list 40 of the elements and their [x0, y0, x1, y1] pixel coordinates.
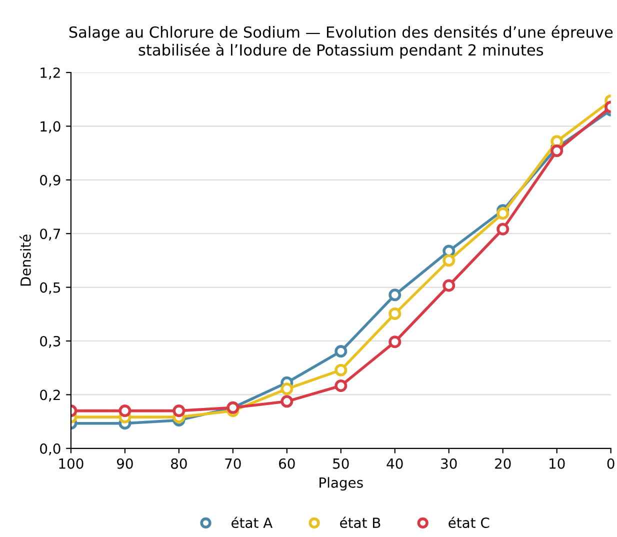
y-tick-label: 0,2	[40, 390, 60, 402]
y-tick-label: 0,0	[40, 443, 60, 456]
point	[388, 336, 402, 348]
y-tick-label: 1,0	[40, 121, 60, 134]
point	[334, 364, 348, 376]
point	[334, 379, 348, 392]
x-tick-label: 40	[386, 458, 403, 469]
x-tick-label: 20	[495, 458, 511, 469]
point	[442, 279, 456, 292]
y-axis-title: Densité	[20, 234, 31, 286]
x-tick-label: 80	[171, 458, 187, 469]
point	[550, 144, 564, 158]
point	[388, 307, 402, 320]
x-tick-label: 0	[607, 458, 614, 469]
point	[280, 382, 294, 396]
x-axis-title: Plages	[320, 477, 363, 491]
x-tick-label: 30	[441, 458, 457, 469]
legend-label: état C	[448, 516, 490, 528]
y-tick-label: 0,7	[40, 228, 60, 240]
point	[334, 345, 348, 358]
x-tick-label: 90	[116, 458, 133, 469]
y-tick-label: 0,9	[40, 174, 60, 187]
point	[496, 207, 510, 220]
x-tick-label: 50	[333, 458, 349, 469]
point	[496, 222, 510, 236]
point	[172, 404, 186, 418]
legend-label: état B	[340, 516, 380, 528]
point	[280, 395, 294, 408]
y-tick-label: 0,3	[40, 336, 60, 348]
y-tick-label: 1,2	[40, 67, 60, 80]
x-tick-label: 60	[279, 458, 295, 469]
legend-label: état A	[232, 516, 273, 528]
x-tick-label: 10	[550, 458, 565, 469]
point	[442, 254, 456, 267]
x-tick-label: 100	[59, 458, 84, 469]
x-tick-label: 70	[225, 458, 241, 469]
y-tick-label: 0,5	[40, 282, 60, 294]
point	[388, 288, 402, 302]
point	[118, 404, 132, 418]
chart-title: Salage au Chlorure de Sodium — Evolution des densités d’une épreuve stabilisée à l’Iodure de Potassium pendant 2 minutes	[69, 25, 613, 59]
